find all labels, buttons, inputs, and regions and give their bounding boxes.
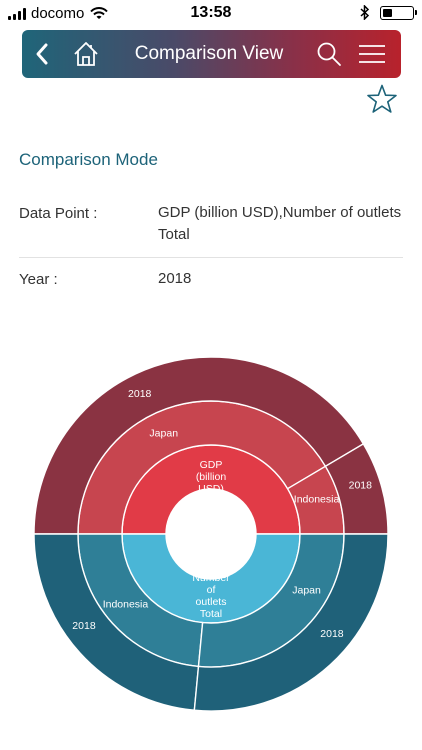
carrier-area: docomo <box>8 5 109 22</box>
status-bar: docomo 13:58 <box>0 0 422 28</box>
data-point-value: GDP (billion USD),Number of outlets Tota… <box>158 204 402 243</box>
page-title: Comparison View <box>134 43 284 64</box>
home-icon <box>74 42 98 66</box>
top-child-label-0: Japan <box>149 427 178 439</box>
hamburger-menu-icon <box>359 45 385 63</box>
search-icon <box>317 42 341 66</box>
carrier-name: docomo <box>31 5 85 22</box>
bottom-year-label-0: 2018 <box>72 620 96 632</box>
year-value: 2018 <box>158 270 192 287</box>
top-year-label-0: 2018 <box>128 388 152 400</box>
year-label: Year : <box>19 271 58 288</box>
signal-icon <box>8 7 26 20</box>
bottom-child-label-0: Indonesia <box>103 599 149 611</box>
battery-icon <box>380 5 417 20</box>
wifi-icon <box>90 7 109 19</box>
bottom-root-label-3: Total <box>200 608 222 620</box>
divider <box>19 257 403 258</box>
data-point-label: Data Point : <box>19 205 98 222</box>
chart-root: Japan2018Indonesia2018GDP(billionUSD)Ind… <box>33 356 389 712</box>
top-year-label-1: 2018 <box>349 479 373 491</box>
bottom-child-label-1: Japan <box>292 584 321 596</box>
top-root-label-1: (billion <box>196 471 227 483</box>
clock: 13:58 <box>190 4 232 21</box>
status-right <box>360 5 417 20</box>
bottom-root-label-1: of <box>207 584 216 596</box>
sunburst-chart: Japan2018Indonesia2018GDP(billionUSD)Ind… <box>33 356 389 712</box>
bottom-root-label-2: outlets <box>196 596 227 608</box>
chart-center-hole <box>167 490 255 578</box>
bottom-year-label-1: 2018 <box>320 628 344 640</box>
top-child-label-1: Indonesia <box>294 493 340 505</box>
bottom-year-segment-1[interactable] <box>193 533 389 712</box>
bluetooth-icon <box>360 5 370 20</box>
chevron-left-icon <box>36 43 48 65</box>
star-outline-icon[interactable] <box>366 84 398 114</box>
search-button[interactable] <box>312 30 346 78</box>
top-year-segment-0[interactable] <box>33 356 365 535</box>
nav-header: Comparison View <box>22 30 401 78</box>
home-button[interactable] <box>66 30 106 78</box>
comparison-mode-title: Comparison Mode <box>19 150 158 169</box>
top-root-label-0: GDP <box>200 459 223 471</box>
back-button[interactable] <box>26 30 58 78</box>
menu-button[interactable] <box>352 30 392 78</box>
